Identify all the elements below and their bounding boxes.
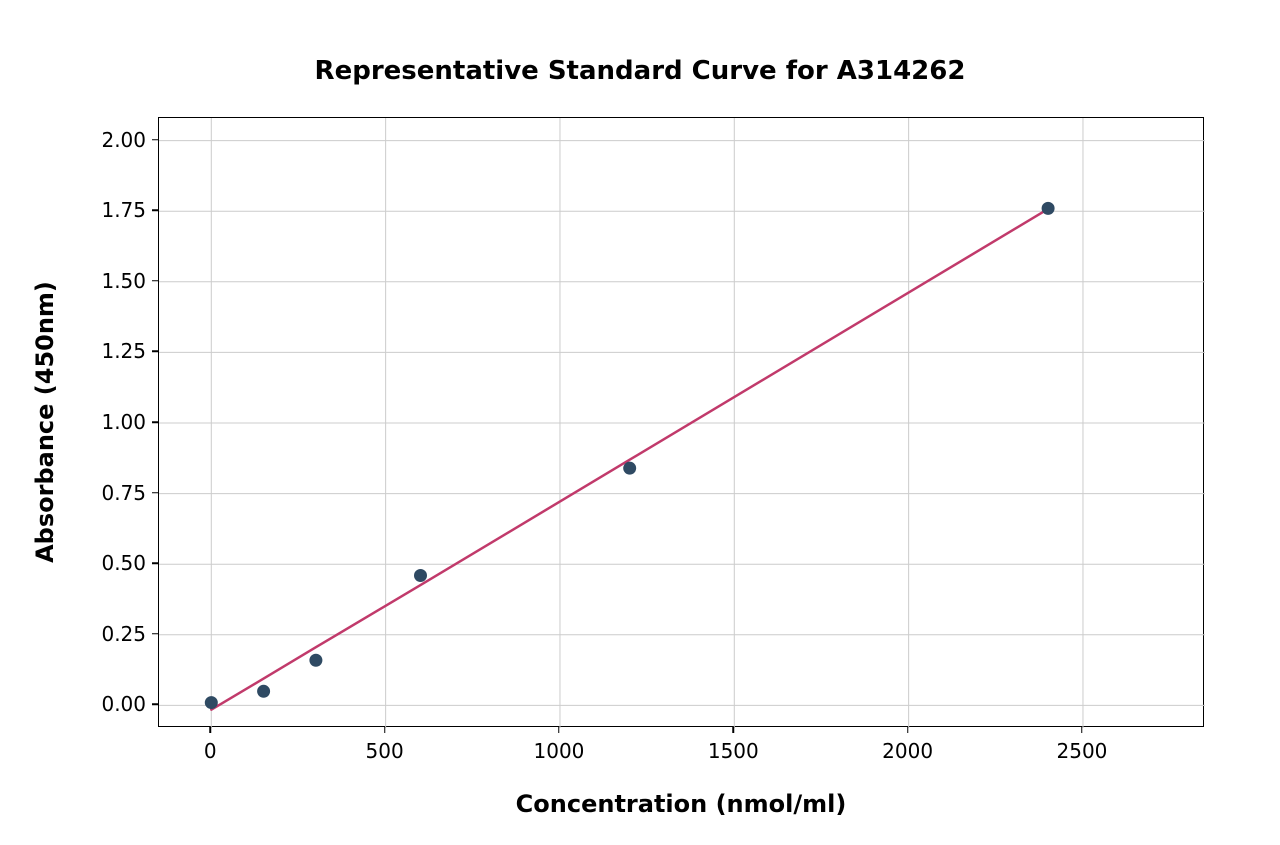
x-tick-mark [733, 727, 735, 733]
data-point [310, 654, 322, 666]
x-tick-mark [1081, 727, 1083, 733]
y-tick-mark [152, 421, 158, 423]
x-axis-label: Concentration (nmol/ml) [516, 790, 847, 818]
y-tick-label: 0.25 [101, 622, 146, 646]
x-tick-label: 2000 [882, 739, 933, 763]
y-tick-mark [152, 209, 158, 211]
y-tick-label: 1.75 [101, 198, 146, 222]
plot-area [158, 117, 1204, 727]
chart-title: Representative Standard Curve for A31426… [0, 56, 1280, 86]
y-tick-label: 1.00 [101, 410, 146, 434]
x-tick-mark [210, 727, 212, 733]
y-tick-label: 0.50 [101, 551, 146, 575]
y-tick-label: 2.00 [101, 128, 146, 152]
data-point [624, 462, 636, 474]
y-tick-mark [152, 139, 158, 141]
x-tick-mark [907, 727, 909, 733]
x-tick-label: 500 [366, 739, 404, 763]
standard-curve-chart: Representative Standard Curve for A31426… [0, 0, 1280, 845]
y-tick-label: 0.75 [101, 481, 146, 505]
x-tick-mark [558, 727, 560, 733]
data-point [415, 570, 427, 582]
y-tick-mark [152, 280, 158, 282]
x-tick-mark [384, 727, 386, 733]
x-tick-label: 2500 [1057, 739, 1108, 763]
y-tick-label: 1.25 [101, 339, 146, 363]
y-tick-mark [152, 492, 158, 494]
y-tick-mark [152, 704, 158, 706]
data-point [258, 685, 270, 697]
data-point [205, 697, 217, 709]
x-tick-label: 1500 [708, 739, 759, 763]
y-tick-mark [152, 562, 158, 564]
x-tick-label: 0 [204, 739, 217, 763]
data-point [1042, 202, 1054, 214]
y-tick-label: 1.50 [101, 269, 146, 293]
x-tick-label: 1000 [534, 739, 585, 763]
y-axis-label: Absorbance (450nm) [31, 281, 59, 563]
plot-svg [159, 118, 1205, 728]
y-tick-label: 0.00 [101, 692, 146, 716]
y-tick-mark [152, 633, 158, 635]
y-tick-mark [152, 351, 158, 353]
